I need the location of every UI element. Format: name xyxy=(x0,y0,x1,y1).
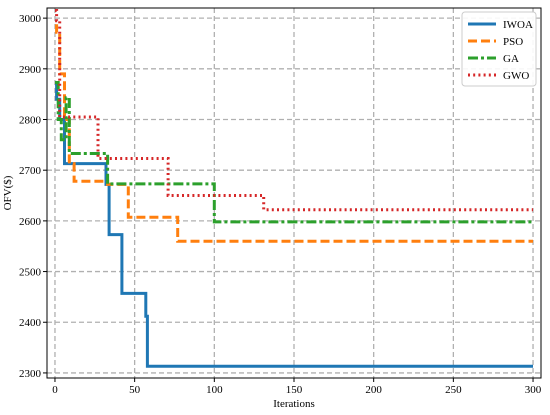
legend-label-gwo: GWO xyxy=(503,70,529,82)
legend-label-pso: PSO xyxy=(503,36,523,48)
x-tick-label: 50 xyxy=(129,384,141,396)
x-tick-label: 0 xyxy=(52,384,58,396)
axis-ticks: 0 50 100 150 200 250 300 2300 2400 2500 2600 2700 28… xyxy=(19,13,542,396)
legend-label-iwoa: IWOA xyxy=(503,19,533,31)
series-line-ga xyxy=(55,81,533,224)
x-axis-label: Iterations xyxy=(273,398,315,410)
series-lines xyxy=(55,9,533,368)
y-tick-label: 3000 xyxy=(19,13,42,25)
x-tick-label: 150 xyxy=(286,384,303,396)
x-tick-label: 250 xyxy=(445,384,462,396)
y-tick-label: 2500 xyxy=(19,267,42,279)
legend-label-ga: GA xyxy=(503,53,519,65)
x-tick-label: 300 xyxy=(525,384,542,396)
series-line-pso xyxy=(55,24,533,243)
y-tick-label: 2600 xyxy=(19,216,42,228)
legend-box xyxy=(461,11,537,87)
series-line-gwo xyxy=(55,9,533,212)
y-tick-label: 2300 xyxy=(19,368,42,380)
x-tick-label: 200 xyxy=(365,384,382,396)
x-tick-label: 100 xyxy=(206,384,223,396)
y-tick-label: 2400 xyxy=(19,317,42,329)
y-tick-label: 2800 xyxy=(19,115,42,127)
y-tick-label: 2900 xyxy=(19,64,42,76)
y-axis-label: OFV($) xyxy=(2,175,14,210)
legend: IWOA PSO GA GWO xyxy=(461,11,537,87)
y-tick-label: 2700 xyxy=(19,165,42,177)
